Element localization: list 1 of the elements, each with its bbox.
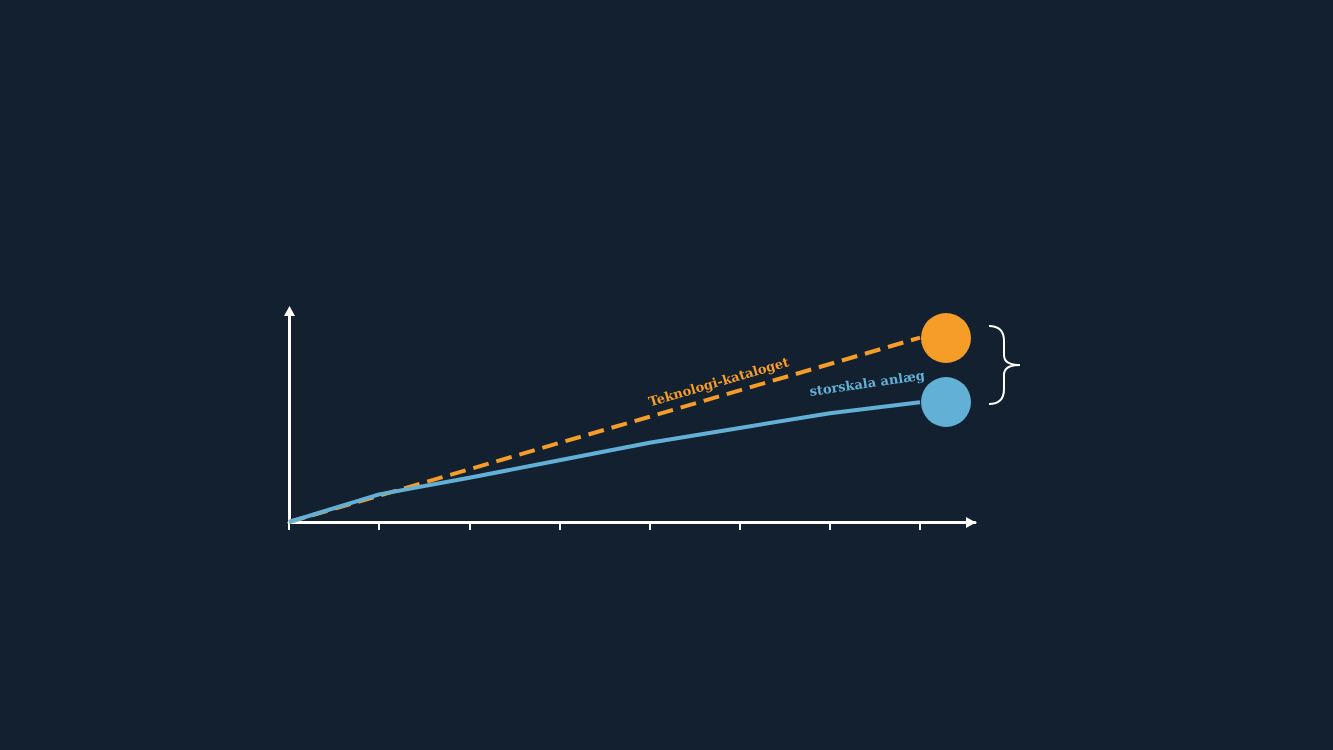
text: storskala anlæg	[808, 367, 926, 399]
